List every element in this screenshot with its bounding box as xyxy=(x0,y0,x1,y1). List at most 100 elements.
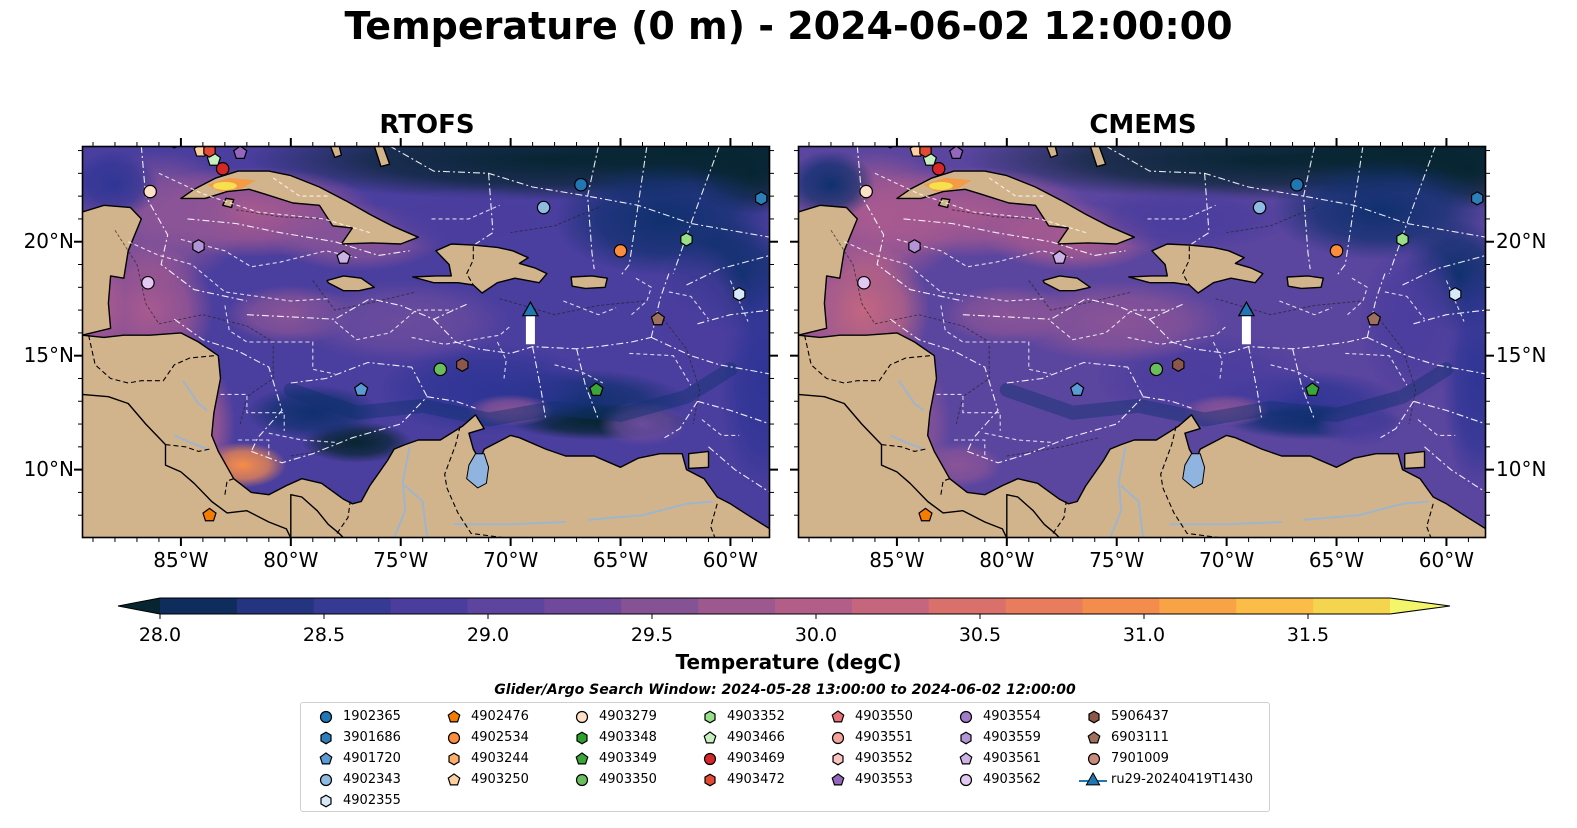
float-marker-5906437 xyxy=(456,357,469,372)
float-marker-4902343 xyxy=(1252,200,1267,215)
hexagon-marker-icon xyxy=(1088,710,1100,724)
circle-marker-icon xyxy=(1087,752,1101,766)
circle-marker-icon xyxy=(319,710,333,724)
glider-legend-marker xyxy=(1079,772,1107,786)
circle-marker-icon xyxy=(575,710,589,724)
hexagon-marker-icon xyxy=(704,773,716,787)
colorbar-tick-label: 31.0 xyxy=(1122,624,1166,646)
pentagon-marker-icon xyxy=(319,752,333,765)
circle-marker-icon xyxy=(447,731,461,745)
float-marker-4901720 xyxy=(1069,382,1085,396)
colorbar-tick-label: 30.5 xyxy=(958,624,1002,646)
float-marker-4902534 xyxy=(613,244,628,258)
float-marker-4903469 xyxy=(215,161,230,176)
circle-marker-icon xyxy=(319,773,333,787)
pentagon-marker-icon xyxy=(703,731,717,744)
circle-marker-icon xyxy=(575,773,589,787)
colorbar-tick-label: 29.5 xyxy=(630,624,674,646)
map-panel-rtofs xyxy=(74,138,778,546)
colorbar-segment xyxy=(1005,598,1084,614)
colorbar-over-extend xyxy=(1390,598,1450,614)
float-marker-4903562 xyxy=(141,275,155,290)
float-marker-4902476 xyxy=(202,507,217,522)
colorbar-segment xyxy=(1313,598,1391,614)
lat-tick-label-right: 10°N xyxy=(1496,456,1547,481)
map-panel-cmems xyxy=(790,138,1494,546)
lat-tick-label-right: 15°N xyxy=(1496,342,1547,367)
float-marker-4903352 xyxy=(680,232,693,247)
colorbar-segment xyxy=(928,598,1007,614)
lon-tick-label: 70°W xyxy=(483,548,539,572)
pentagon-marker-icon xyxy=(447,710,461,723)
float-marker-3901686 xyxy=(1470,191,1484,206)
lon-tick-label: 65°W xyxy=(592,548,649,572)
colorbar-segment xyxy=(390,598,469,614)
colorbar xyxy=(117,597,1451,619)
hexagon-marker-icon xyxy=(960,731,972,745)
legend-label: 4903472 xyxy=(727,772,785,787)
lon-tick-label: 80°W xyxy=(263,548,319,572)
lat-tick-label-right: 20°N xyxy=(1496,228,1547,253)
float-marker-6903111 xyxy=(650,311,666,326)
legend-label: 4903559 xyxy=(983,730,1041,745)
legend-label: 4901720 xyxy=(343,751,401,766)
circle-marker-icon xyxy=(959,773,973,787)
colorbar-segment xyxy=(160,598,238,614)
legend-label: 4903352 xyxy=(727,709,785,724)
pentagon-marker-icon xyxy=(831,710,845,723)
pentagon-marker-icon xyxy=(831,773,845,786)
float-marker-4902355 xyxy=(1448,286,1462,302)
colorbar-under-extend xyxy=(118,598,160,614)
float-marker-6903111 xyxy=(1366,311,1382,326)
float-marker-4902534 xyxy=(1329,244,1344,258)
colorbar-segment xyxy=(1082,598,1160,614)
hexagon-marker-icon xyxy=(320,731,332,745)
colorbar-segment xyxy=(621,598,699,614)
legend-label: 4903349 xyxy=(599,751,657,766)
float-marker-4903279 xyxy=(859,184,873,199)
glider-marker xyxy=(1237,300,1256,317)
colorbar-segment xyxy=(236,598,315,614)
float-marker-4903279 xyxy=(143,184,157,199)
colorbar-segment xyxy=(775,598,853,614)
colorbar-segment xyxy=(313,598,392,614)
hexagon-marker-icon xyxy=(448,752,460,766)
colorbar-segment xyxy=(544,598,622,614)
legend-label: 4903279 xyxy=(599,709,657,724)
circle-marker-icon xyxy=(703,752,717,766)
lat-tick-label-left: 10°N xyxy=(23,456,74,481)
colorbar-tick-label: 30.0 xyxy=(794,624,838,646)
colorbar-segment xyxy=(467,598,545,614)
pentagon-marker-icon xyxy=(959,752,973,765)
legend-label: 1902365 xyxy=(343,709,401,724)
colorbar-tick-label: 28.0 xyxy=(138,624,182,646)
pentagon-marker-icon xyxy=(1087,731,1101,744)
lon-tick-label: 85°W xyxy=(869,548,925,572)
colorbar-segment xyxy=(851,598,930,614)
search-window-label: Glider/Argo Search Window: 2024-05-28 13… xyxy=(494,682,1076,698)
panel-title-cmems: CMEMS xyxy=(1089,110,1197,140)
legend-label: 4903350 xyxy=(599,772,657,787)
legend-label: 4903551 xyxy=(855,730,913,745)
legend-label: 4902476 xyxy=(471,709,529,724)
hexagon-marker-icon xyxy=(832,752,844,766)
lon-tick-label: 80°W xyxy=(979,548,1035,572)
lon-tick-label: 65°W xyxy=(1308,548,1365,572)
lon-tick-label: 75°W xyxy=(1089,548,1145,572)
legend-label: 4903562 xyxy=(983,772,1041,787)
float-marker-3901686 xyxy=(754,191,768,206)
colorbar-segment xyxy=(698,598,776,614)
legend-label: 4903244 xyxy=(471,751,529,766)
legend-label: ru29-20240419T1430 xyxy=(1111,772,1254,787)
colorbar-tick-label: 28.5 xyxy=(302,624,346,646)
legend-label: 4903561 xyxy=(983,751,1041,766)
lat-tick-label-left: 15°N xyxy=(23,342,74,367)
float-marker-4903350 xyxy=(433,362,448,377)
float-marker-1902365 xyxy=(1290,177,1304,192)
glider-marker xyxy=(521,300,540,317)
legend-label: 3901686 xyxy=(343,730,401,745)
lon-tick-label: 60°W xyxy=(1418,548,1475,572)
float-marker-4902476 xyxy=(918,507,933,522)
float-marker-1902365 xyxy=(574,177,588,192)
legend-label: 4902355 xyxy=(343,793,401,808)
